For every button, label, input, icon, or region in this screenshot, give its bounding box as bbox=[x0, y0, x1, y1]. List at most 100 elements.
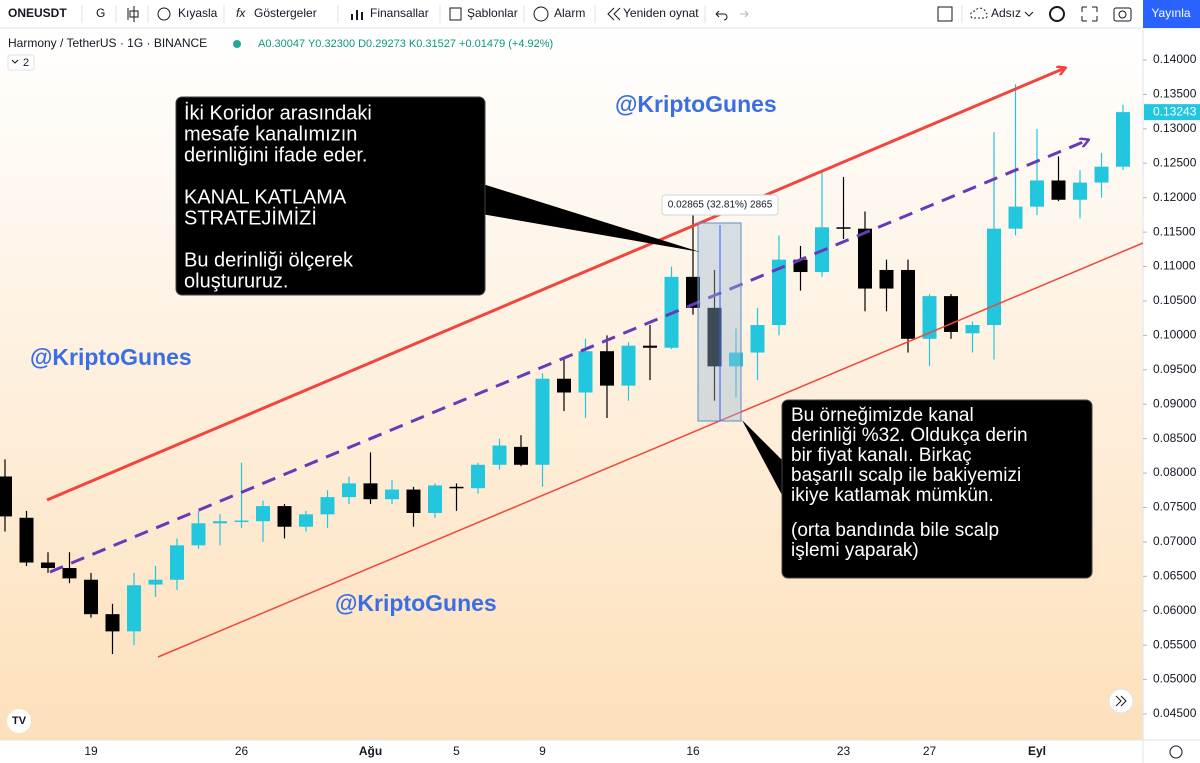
y-tick-label: 0.07000 bbox=[1153, 534, 1197, 548]
candle-body bbox=[750, 325, 765, 353]
candle-body bbox=[234, 520, 249, 523]
indicators[interactable]: Göstergeler bbox=[254, 6, 317, 20]
y-tick-label: 0.06500 bbox=[1153, 568, 1197, 582]
fullscreen[interactable] bbox=[1081, 6, 1098, 22]
last-price-label: 0.13243 bbox=[1153, 104, 1197, 118]
publish-button[interactable] bbox=[1143, 0, 1200, 28]
layout-name[interactable]: Adsız bbox=[991, 6, 1021, 20]
templates-icon[interactable] bbox=[449, 7, 462, 21]
interval[interactable]: G bbox=[96, 6, 105, 20]
tv-logo bbox=[7, 709, 31, 733]
collapse-icon bbox=[11, 59, 19, 64]
y-tick-label: 0.07500 bbox=[1153, 500, 1197, 514]
chart-pane bbox=[0, 28, 1143, 740]
symbol[interactable]: ONEUSDT bbox=[8, 6, 67, 20]
callout-tail bbox=[470, 180, 700, 252]
candle-body bbox=[772, 259, 786, 326]
alarm-icon[interactable] bbox=[533, 6, 549, 22]
templates[interactable]: Şablonlar bbox=[467, 6, 518, 20]
candle-body bbox=[793, 259, 808, 273]
channel-lower bbox=[157, 242, 1144, 658]
financials[interactable]: Finansallar bbox=[370, 6, 429, 20]
replay[interactable]: Yeniden oynat bbox=[623, 6, 699, 20]
candle-body bbox=[41, 562, 55, 569]
y-tick-label: 0.12000 bbox=[1153, 190, 1197, 204]
candle-body bbox=[299, 514, 313, 527]
candle-body bbox=[901, 269, 915, 339]
candle-body bbox=[686, 276, 700, 308]
candle-body bbox=[1051, 180, 1066, 200]
y-tick-label: 0.13000 bbox=[1153, 121, 1197, 135]
x-tick-label: 23 bbox=[837, 744, 851, 758]
x-tick-label: Eyl bbox=[1028, 744, 1046, 758]
y-axis: 0.04500 0.05000 0.05500 0.06000 0.06500 0.070… bbox=[1143, 52, 1200, 720]
candle-body bbox=[987, 228, 1001, 326]
y-tick-label: 0.09500 bbox=[1153, 362, 1197, 376]
y-tick-label: 0.09000 bbox=[1153, 396, 1197, 410]
layout-icon[interactable] bbox=[937, 6, 953, 22]
callout-line: (orta bandında bile scalp bbox=[791, 520, 999, 541]
x-tick-label: 27 bbox=[923, 744, 937, 758]
redo[interactable] bbox=[740, 10, 749, 18]
indicators-icon[interactable]: fx bbox=[236, 6, 246, 20]
axis-settings[interactable] bbox=[1169, 745, 1183, 759]
toolbar bbox=[0, 0, 1200, 28]
candle-body bbox=[277, 506, 292, 527]
financials-icon[interactable] bbox=[351, 10, 363, 20]
cloud-icon[interactable] bbox=[970, 7, 988, 19]
undo[interactable] bbox=[715, 10, 728, 21]
candle-body bbox=[707, 307, 722, 367]
collapse-button[interactable] bbox=[7, 54, 35, 71]
x-tick-label: 9 bbox=[539, 744, 546, 758]
compare[interactable]: Kıyasla bbox=[178, 6, 218, 20]
alarm[interactable]: Alarm bbox=[554, 6, 585, 20]
candle-body bbox=[213, 521, 227, 524]
y-tick-label: 0.08500 bbox=[1153, 431, 1197, 445]
callout-line: oluştururuz. bbox=[184, 270, 289, 292]
candle-body bbox=[363, 483, 378, 500]
callout-line: derinliğini ifade eder. bbox=[184, 144, 367, 166]
channel-mid bbox=[49, 140, 1088, 574]
callout-box bbox=[781, 399, 1093, 579]
candle-body bbox=[879, 269, 894, 289]
candle-body bbox=[84, 579, 98, 615]
x-tick-label: 16 bbox=[686, 744, 700, 758]
candle-body bbox=[557, 378, 571, 393]
dropdown[interactable] bbox=[1024, 11, 1034, 17]
replay-icon[interactable] bbox=[607, 7, 621, 21]
publish-label[interactable]: Yayınla bbox=[1151, 6, 1190, 20]
candle-body bbox=[428, 485, 442, 513]
callout-line: bir fiyat kanalı. Birkaç bbox=[791, 445, 972, 466]
snapshot[interactable] bbox=[1113, 7, 1132, 22]
callout-tail bbox=[742, 420, 782, 495]
compare-icon[interactable] bbox=[157, 7, 171, 21]
callout-line: derinliği %32. Oldukça derin bbox=[791, 425, 1028, 446]
y-tick-label: 0.08000 bbox=[1153, 465, 1197, 479]
candle-body bbox=[858, 228, 872, 289]
candle-body bbox=[922, 296, 937, 339]
candle-body bbox=[1030, 180, 1044, 207]
candle-body bbox=[492, 445, 507, 465]
y-tick-label: 0.10000 bbox=[1153, 328, 1197, 342]
x-tick-label: 5 bbox=[453, 744, 460, 758]
legend-title: Harmony / TetherUS · 1G · BINANCE bbox=[8, 36, 207, 50]
candle-body bbox=[170, 545, 184, 580]
x-tick-label: 19 bbox=[84, 744, 98, 758]
scroll-icon bbox=[1115, 695, 1127, 707]
candle-body bbox=[256, 506, 270, 522]
callout-line: İki Koridor arasındaki bbox=[184, 101, 372, 124]
chart-type-icon[interactable] bbox=[127, 6, 139, 22]
candle-body bbox=[148, 579, 163, 585]
settings[interactable] bbox=[1049, 6, 1065, 22]
legend-ohlc: A0.30047 Y0.32300 D0.29273 K0.31527 +0.0… bbox=[258, 38, 553, 50]
channel-upper bbox=[46, 68, 1065, 502]
y-tick-label: 0.12500 bbox=[1153, 155, 1197, 169]
last-price-box bbox=[1144, 104, 1200, 121]
collapse-count[interactable]: 2 bbox=[23, 57, 29, 69]
callout-line: ikiye katlamak mümkün. bbox=[791, 485, 994, 506]
y-tick-label: 0.04500 bbox=[1153, 706, 1197, 720]
candle-body bbox=[1008, 206, 1023, 229]
candle-body bbox=[385, 489, 399, 500]
